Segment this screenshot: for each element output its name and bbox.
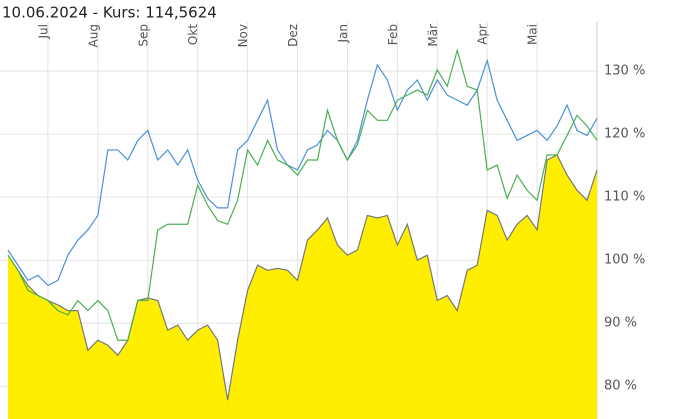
y-tick-label: 80 % [604, 379, 637, 394]
line [7, 48, 598, 341]
x-tick-label: Mär [426, 24, 440, 47]
x-tick-label: Jul [36, 24, 50, 39]
x-tick-label: Apr [476, 24, 490, 45]
x-tick-label: Dez [286, 24, 300, 47]
line [7, 58, 598, 287]
x-tick-label: Aug [86, 24, 100, 47]
y-tick-label: 110 % [604, 190, 645, 205]
x-tick-label: Feb [386, 24, 400, 45]
x-tick-label: Mai [526, 24, 540, 45]
x-tick-label: Nov [236, 24, 250, 47]
x-tick-label: Jan [336, 24, 350, 44]
area [8, 154, 597, 419]
area-line [7, 154, 598, 401]
y-tick-label: 130 % [604, 64, 645, 79]
y-tick-label: 100 % [604, 253, 645, 268]
chart-title: 10.06.2024 - Kurs: 114,5624 [2, 4, 217, 22]
y-tick-label: 120 % [604, 127, 645, 142]
y-tick-label: 90 % [604, 316, 637, 331]
x-tick-label: Okt [186, 24, 200, 45]
x-tick-label: Sep [136, 24, 150, 47]
